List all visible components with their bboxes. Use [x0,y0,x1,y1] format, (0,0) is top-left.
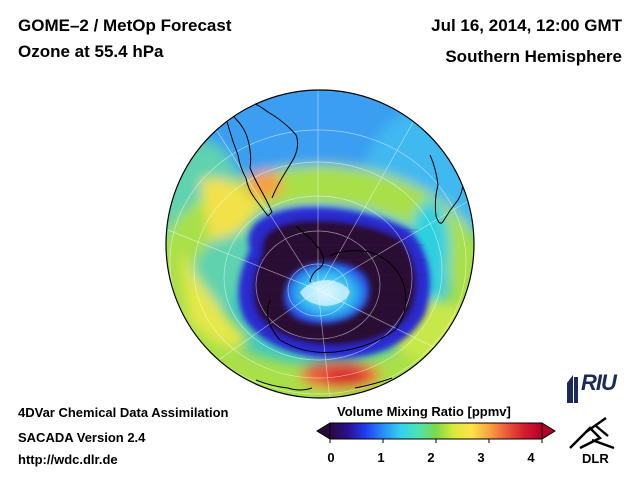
region-label: Southern Hemisphere [445,47,622,66]
dlr-logo-text: DLR [582,451,609,466]
coastlines [219,91,464,391]
ozone-globe-map [165,89,475,399]
riu-logo [567,375,578,403]
colorbar-min-arrow [316,422,331,440]
colorbar-tick-1: 1 [377,450,385,465]
footer-line-3: http://wdc.dlr.de [18,452,118,467]
date-label: Jul 16, 2014, 12:00 GMT [431,16,622,35]
riu-logo-text: RIU [581,370,617,395]
colorbar-tick-2: 2 [427,450,435,465]
title-line-2: Ozone at 55.4 hPa [18,42,164,61]
dlr-logo [569,417,615,450]
globe-outline [165,89,475,399]
colorbar-tick-0: 0 [327,450,335,465]
colorbar-tick-4: 4 [527,450,535,465]
colorbar-tick-3: 3 [477,450,485,465]
title-line-1: GOME–2 / MetOp Forecast [18,16,232,35]
footer-line-2: SACADA Version 2.4 [18,430,146,445]
colorbar [316,422,556,443]
colorbar-label: Volume Mixing Ratio [ppmv] [337,404,511,419]
colorbar-bar [329,422,543,440]
footer-line-1: 4DVar Chemical Data Assimilation [18,405,229,420]
colorbar-max-arrow [541,422,556,440]
